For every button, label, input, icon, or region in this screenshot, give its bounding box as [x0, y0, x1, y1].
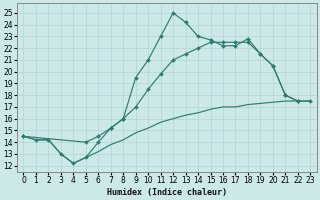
X-axis label: Humidex (Indice chaleur): Humidex (Indice chaleur) — [107, 188, 227, 197]
